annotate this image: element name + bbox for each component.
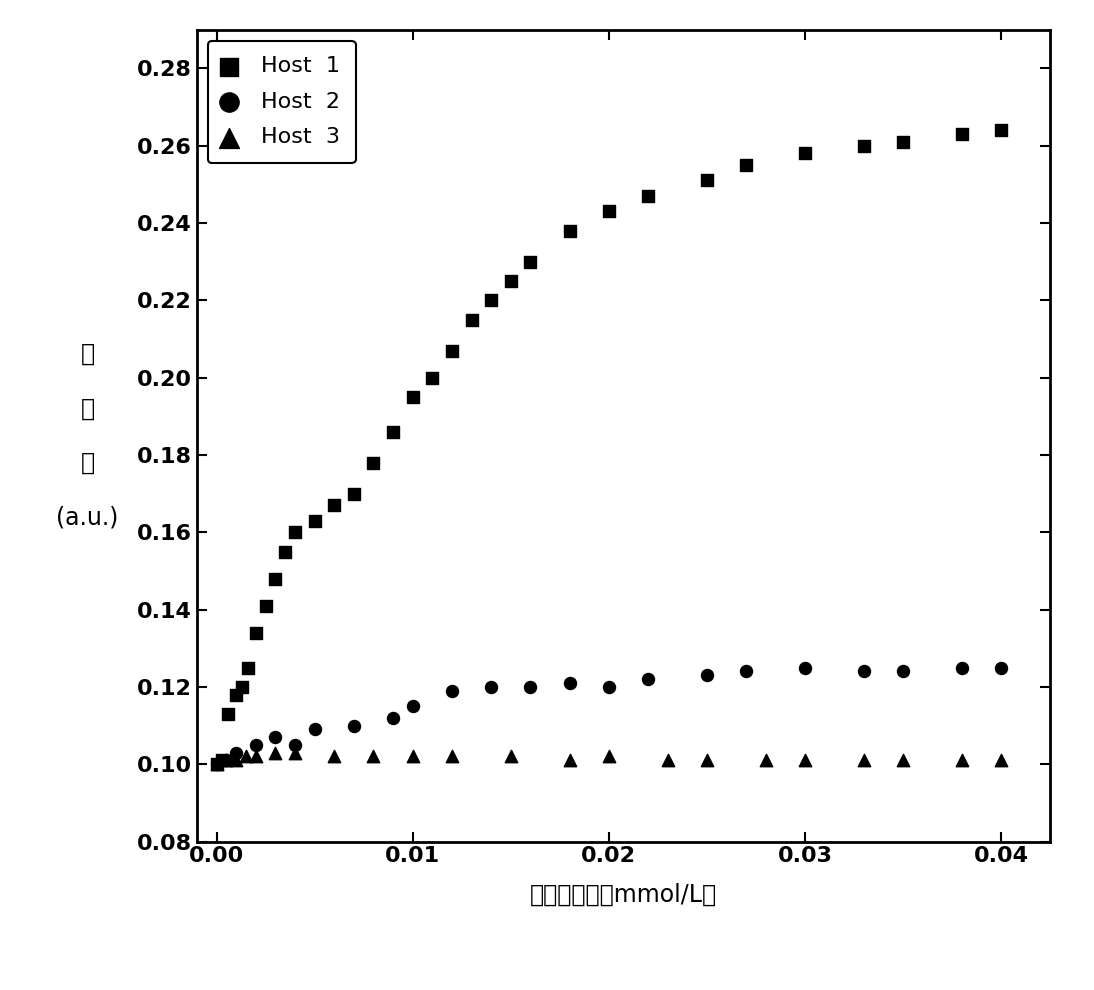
Host  2: [443, 683, 461, 699]
Host  2: [737, 663, 755, 679]
Host  1: [306, 513, 324, 529]
Text: 度: 度: [81, 450, 94, 475]
Host  1: [220, 706, 237, 722]
Host  1: [502, 273, 520, 289]
Host  1: [277, 544, 294, 559]
Host  2: [306, 722, 324, 738]
Host  3: [757, 752, 775, 768]
Host  1: [992, 123, 1010, 139]
Host  1: [364, 454, 382, 470]
Host  1: [561, 223, 579, 239]
Host  3: [218, 752, 235, 768]
Host  1: [208, 756, 225, 772]
Host  2: [208, 756, 225, 772]
Host  3: [443, 748, 461, 764]
Host  3: [326, 748, 344, 764]
Host  1: [240, 659, 257, 675]
Host  3: [208, 756, 225, 772]
Host  3: [698, 752, 715, 768]
Host  2: [698, 667, 715, 683]
Host  2: [796, 659, 814, 675]
Host  1: [522, 253, 539, 269]
Host  3: [856, 752, 873, 768]
Host  1: [345, 486, 362, 502]
Host  1: [213, 752, 231, 768]
Host  2: [561, 675, 579, 691]
Host  3: [237, 748, 255, 764]
Host  3: [247, 748, 265, 764]
Host  1: [247, 625, 265, 641]
Host  1: [257, 598, 275, 614]
Host  2: [267, 730, 284, 745]
Host  3: [287, 744, 304, 760]
Text: 光: 光: [81, 396, 94, 421]
Host  1: [953, 126, 970, 142]
Host  3: [895, 752, 912, 768]
Host  1: [856, 138, 873, 153]
Host  1: [482, 292, 500, 308]
Host  3: [502, 748, 520, 764]
Host  3: [659, 752, 676, 768]
Host  1: [287, 525, 304, 541]
Host  1: [228, 687, 245, 703]
Host  1: [895, 134, 912, 149]
Host  3: [228, 752, 245, 768]
Host  2: [992, 659, 1010, 675]
Text: (a.u.): (a.u.): [56, 505, 119, 530]
Host  1: [384, 424, 401, 440]
Host  1: [463, 312, 480, 328]
Host  2: [287, 737, 304, 752]
Host  2: [228, 744, 245, 760]
Text: 吸: 吸: [81, 342, 94, 366]
Host  2: [895, 663, 912, 679]
Host  2: [482, 679, 500, 695]
Host  3: [796, 752, 814, 768]
Host  2: [522, 679, 539, 695]
Host  3: [404, 748, 421, 764]
Host  2: [404, 698, 421, 714]
X-axis label: 阴离子浓度（mmol/L）: 阴离子浓度（mmol/L）: [529, 883, 718, 907]
Host  1: [698, 172, 715, 188]
Host  2: [601, 679, 618, 695]
Host  3: [992, 752, 1010, 768]
Host  1: [404, 389, 421, 405]
Host  1: [423, 369, 441, 385]
Host  3: [364, 748, 382, 764]
Host  1: [443, 343, 461, 358]
Host  1: [639, 188, 656, 204]
Host  2: [218, 752, 235, 768]
Host  1: [796, 146, 814, 161]
Host  2: [384, 710, 401, 726]
Host  3: [953, 752, 970, 768]
Legend: Host  1, Host  2, Host  3: Host 1, Host 2, Host 3: [208, 41, 356, 163]
Host  3: [601, 748, 618, 764]
Host  3: [267, 744, 284, 760]
Host  1: [233, 679, 251, 695]
Host  2: [856, 663, 873, 679]
Host  2: [345, 718, 362, 734]
Host  2: [953, 659, 970, 675]
Host  2: [247, 737, 265, 752]
Host  2: [639, 671, 656, 687]
Host  1: [267, 570, 284, 586]
Host  3: [561, 752, 579, 768]
Host  1: [601, 204, 618, 220]
Host  1: [326, 497, 344, 513]
Host  1: [737, 157, 755, 173]
